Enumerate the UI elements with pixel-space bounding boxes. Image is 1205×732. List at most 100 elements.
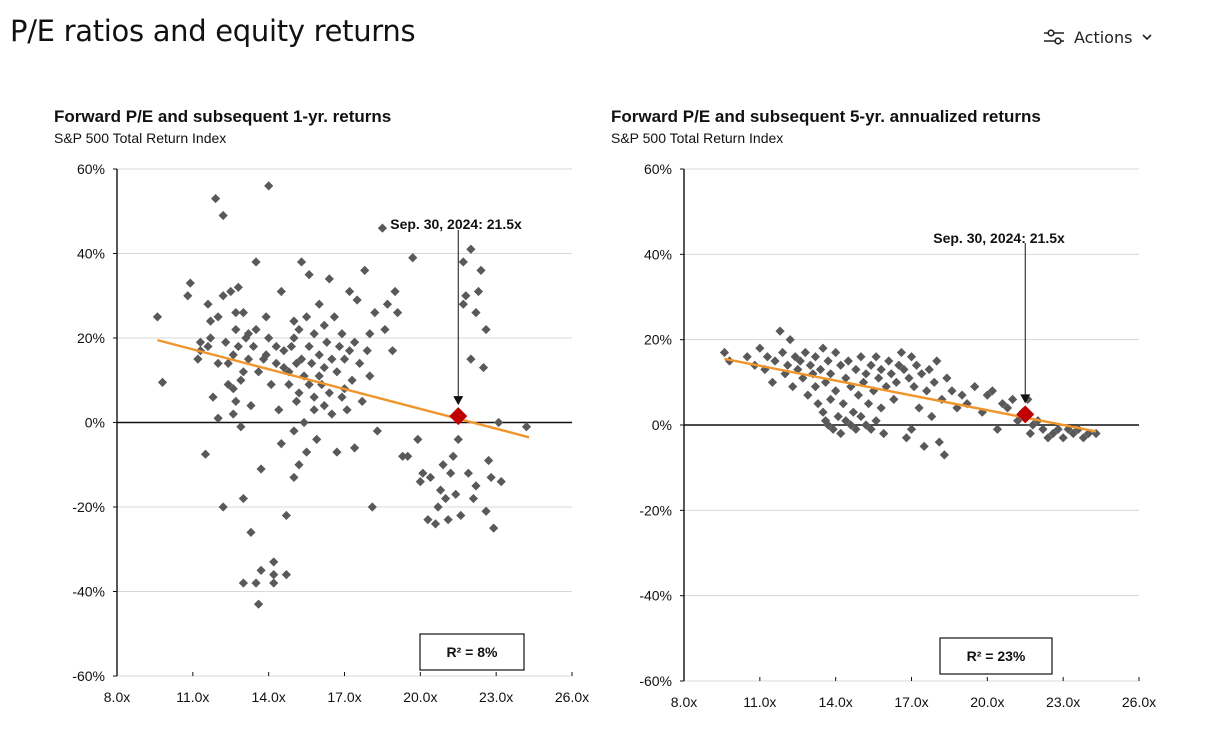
scatter-point	[896, 347, 906, 358]
scatter-point	[1058, 433, 1068, 443]
scatter-point	[977, 407, 987, 417]
scatter-point	[881, 382, 891, 392]
scatter-point	[831, 347, 841, 358]
scatter-point	[238, 308, 248, 318]
x-tick-label: 23.0x	[479, 689, 513, 705]
scatter-point	[777, 347, 788, 358]
scatter-point	[906, 424, 917, 434]
scatter-point	[377, 223, 388, 233]
scatter-point	[253, 367, 264, 377]
x-tick-label: 8.0x	[671, 694, 697, 710]
scatter-point	[790, 352, 800, 362]
scatter-point	[443, 515, 453, 525]
scatter-point	[264, 333, 274, 343]
x-tick-label: 11.0x	[176, 689, 209, 705]
scatter-point	[296, 354, 307, 364]
scatter-point	[236, 375, 246, 385]
scatter-point	[861, 369, 871, 379]
scatter-point	[927, 411, 937, 422]
scatter-point	[327, 354, 337, 364]
scatter-point	[871, 416, 881, 426]
scatter-point	[253, 599, 264, 609]
scatter-point	[783, 360, 793, 370]
actions-button[interactable]: Actions	[1043, 24, 1153, 50]
scatter-point	[205, 333, 216, 343]
scatter-point	[332, 367, 342, 377]
annotation-label: Sep. 30, 2024: 21.5x	[390, 216, 522, 232]
y-tick-label: -20%	[639, 502, 672, 518]
y-tick-label: -20%	[72, 499, 105, 515]
scatter-point	[339, 354, 350, 364]
scatter-point	[231, 308, 241, 318]
scatter-point	[256, 565, 266, 575]
annotation-label: Sep. 30, 2024: 21.5x	[933, 230, 1065, 246]
scatter-point	[370, 308, 380, 318]
scatter-point	[301, 312, 312, 322]
scatter-point	[213, 413, 223, 423]
scatter-point	[468, 493, 479, 504]
scatter-point	[413, 434, 423, 444]
scatter-point	[947, 386, 957, 396]
scatter-point	[775, 326, 785, 336]
scatter-point	[392, 308, 403, 318]
scatter-point	[246, 527, 256, 537]
scatter-point	[997, 399, 1008, 409]
scatter-point	[805, 360, 815, 370]
scatter-point	[858, 377, 869, 387]
sliders-icon	[1044, 29, 1064, 45]
scatter-point	[438, 460, 448, 470]
scatter-point	[299, 371, 309, 381]
scatter-point	[236, 422, 246, 432]
scatter-point	[962, 399, 972, 409]
scatter-point	[319, 320, 329, 330]
scatter-point	[489, 523, 499, 533]
scatter-point	[446, 468, 456, 478]
scatter-point	[458, 257, 468, 267]
scatter-point	[818, 343, 828, 353]
scatter-point	[157, 377, 168, 387]
scatter-point	[324, 274, 334, 284]
scatter-point	[337, 329, 347, 339]
scatter-point	[251, 324, 261, 335]
y-tick-label: -40%	[639, 588, 672, 604]
chart-1yr: Forward P/E and subsequent 1-yr. returns…	[54, 107, 589, 705]
x-tick-label: 20.0x	[403, 689, 437, 705]
scatter-point	[909, 382, 919, 392]
scatter-point	[231, 324, 241, 335]
scatter-point	[818, 407, 828, 417]
scatter-point	[261, 350, 271, 360]
scatter-point	[430, 519, 441, 529]
scatter-point	[481, 324, 491, 335]
scatter-point	[483, 455, 494, 466]
scatter-point	[291, 358, 302, 368]
scatter-point	[200, 449, 211, 459]
scatter-point	[228, 409, 238, 419]
y-tick-label: -60%	[72, 668, 105, 684]
scatter-point	[223, 358, 233, 368]
scatter-point	[365, 329, 375, 339]
scatter-point	[911, 360, 922, 370]
scatter-point	[286, 341, 297, 352]
scatter-point	[919, 441, 929, 451]
scatter-point	[866, 424, 876, 434]
scatter-point	[203, 341, 213, 352]
y-tick-label: 40%	[77, 246, 105, 262]
scatter-point	[1068, 428, 1078, 439]
scatter-point	[312, 434, 322, 444]
scatter-point	[324, 388, 334, 398]
x-tick-label: 17.0x	[894, 694, 928, 710]
r-squared-box	[419, 633, 525, 671]
y-tick-label: 0%	[652, 417, 672, 433]
scatter-point	[304, 379, 314, 390]
scatter-point	[1028, 420, 1038, 430]
scatter-point	[193, 354, 203, 364]
trend-line	[157, 338, 530, 439]
scatter-point	[213, 312, 223, 322]
scatter-point	[274, 405, 284, 415]
scatter-point	[360, 265, 370, 275]
scatter-point	[770, 356, 780, 366]
scatter-point	[281, 570, 291, 580]
scatter-point	[868, 386, 879, 396]
actions-label: Actions	[1074, 27, 1133, 47]
scatter-point	[901, 433, 912, 443]
